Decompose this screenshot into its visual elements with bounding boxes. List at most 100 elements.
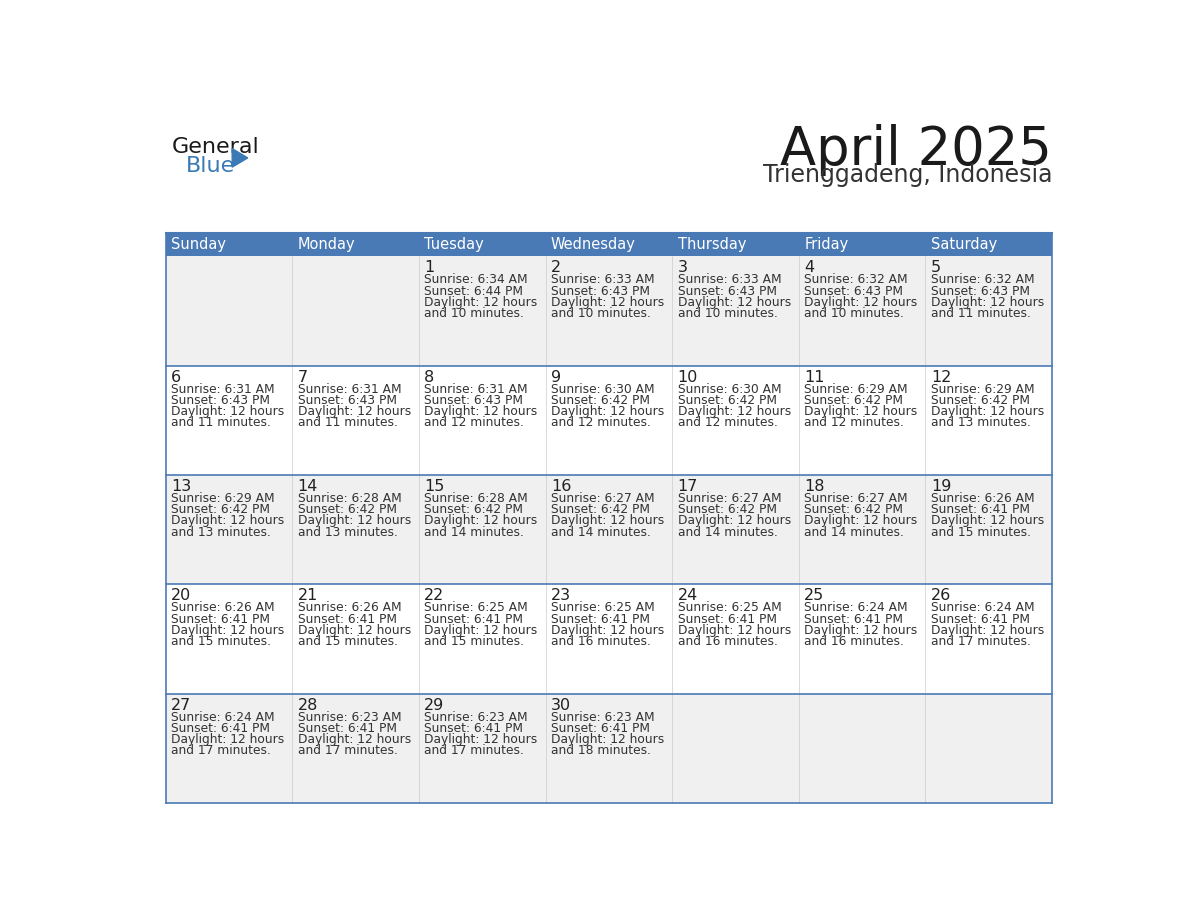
Text: Daylight: 12 hours: Daylight: 12 hours <box>677 514 791 528</box>
Text: Daylight: 12 hours: Daylight: 12 hours <box>171 514 284 528</box>
Text: and 15 minutes.: and 15 minutes. <box>298 635 398 648</box>
Text: and 18 minutes.: and 18 minutes. <box>551 744 651 757</box>
Text: Sunset: 6:44 PM: Sunset: 6:44 PM <box>424 285 523 297</box>
Text: Daylight: 12 hours: Daylight: 12 hours <box>804 623 917 637</box>
Text: Sunset: 6:41 PM: Sunset: 6:41 PM <box>804 612 903 625</box>
Text: 5: 5 <box>931 261 941 275</box>
Text: and 11 minutes.: and 11 minutes. <box>931 307 1031 319</box>
Text: Sunrise: 6:33 AM: Sunrise: 6:33 AM <box>677 274 782 286</box>
Text: Sunset: 6:43 PM: Sunset: 6:43 PM <box>677 285 777 297</box>
Text: and 13 minutes.: and 13 minutes. <box>171 526 271 539</box>
Text: Sunset: 6:43 PM: Sunset: 6:43 PM <box>931 285 1030 297</box>
Text: Sunrise: 6:23 AM: Sunrise: 6:23 AM <box>551 711 655 723</box>
Text: 7: 7 <box>298 370 308 385</box>
Text: Sunrise: 6:24 AM: Sunrise: 6:24 AM <box>171 711 274 723</box>
Text: 4: 4 <box>804 261 815 275</box>
Text: Daylight: 12 hours: Daylight: 12 hours <box>298 733 411 746</box>
Text: Blue: Blue <box>185 156 235 175</box>
Text: and 13 minutes.: and 13 minutes. <box>298 526 398 539</box>
Text: Sunrise: 6:28 AM: Sunrise: 6:28 AM <box>424 492 527 505</box>
Text: 2: 2 <box>551 261 561 275</box>
Text: 6: 6 <box>171 370 181 385</box>
Text: Daylight: 12 hours: Daylight: 12 hours <box>677 623 791 637</box>
Text: 14: 14 <box>298 479 318 494</box>
Bar <box>165 256 1053 365</box>
Text: 15: 15 <box>424 479 444 494</box>
Bar <box>165 365 1053 476</box>
Text: Sunset: 6:41 PM: Sunset: 6:41 PM <box>551 722 650 735</box>
Text: 24: 24 <box>677 588 697 603</box>
Bar <box>165 694 1053 803</box>
Text: Sunrise: 6:26 AM: Sunrise: 6:26 AM <box>298 601 402 614</box>
Text: and 14 minutes.: and 14 minutes. <box>677 526 777 539</box>
Text: and 12 minutes.: and 12 minutes. <box>424 416 524 430</box>
Text: Sunrise: 6:23 AM: Sunrise: 6:23 AM <box>298 711 402 723</box>
Text: and 14 minutes.: and 14 minutes. <box>424 526 524 539</box>
Text: Sunday: Sunday <box>171 238 226 252</box>
Text: Sunset: 6:41 PM: Sunset: 6:41 PM <box>931 612 1030 625</box>
Text: 9: 9 <box>551 370 561 385</box>
Text: Daylight: 12 hours: Daylight: 12 hours <box>931 623 1044 637</box>
Text: Sunset: 6:42 PM: Sunset: 6:42 PM <box>424 503 523 516</box>
Text: and 10 minutes.: and 10 minutes. <box>677 307 777 319</box>
Text: Sunset: 6:43 PM: Sunset: 6:43 PM <box>171 394 270 407</box>
Text: Sunrise: 6:30 AM: Sunrise: 6:30 AM <box>551 383 655 396</box>
Text: April 2025: April 2025 <box>781 124 1053 176</box>
Text: Sunrise: 6:25 AM: Sunrise: 6:25 AM <box>551 601 655 614</box>
Text: and 17 minutes.: and 17 minutes. <box>424 744 524 757</box>
Text: 12: 12 <box>931 370 952 385</box>
Text: Monday: Monday <box>298 238 355 252</box>
Text: 26: 26 <box>931 588 952 603</box>
Text: Sunrise: 6:31 AM: Sunrise: 6:31 AM <box>424 383 527 396</box>
Text: and 12 minutes.: and 12 minutes. <box>804 416 904 430</box>
Text: and 15 minutes.: and 15 minutes. <box>424 635 524 648</box>
Text: Sunset: 6:41 PM: Sunset: 6:41 PM <box>298 612 397 625</box>
Text: Sunrise: 6:25 AM: Sunrise: 6:25 AM <box>424 601 527 614</box>
Text: Sunset: 6:42 PM: Sunset: 6:42 PM <box>298 503 397 516</box>
Polygon shape <box>232 149 248 167</box>
Text: Sunrise: 6:29 AM: Sunrise: 6:29 AM <box>171 492 274 505</box>
Text: 1: 1 <box>424 261 435 275</box>
Text: Daylight: 12 hours: Daylight: 12 hours <box>298 405 411 418</box>
Text: and 15 minutes.: and 15 minutes. <box>171 635 271 648</box>
Text: and 14 minutes.: and 14 minutes. <box>804 526 904 539</box>
Text: and 16 minutes.: and 16 minutes. <box>551 635 651 648</box>
Text: Sunset: 6:43 PM: Sunset: 6:43 PM <box>298 394 397 407</box>
Text: Trienggadeng, Indonesia: Trienggadeng, Indonesia <box>763 162 1053 186</box>
Text: 22: 22 <box>424 588 444 603</box>
Text: Sunrise: 6:32 AM: Sunrise: 6:32 AM <box>931 274 1035 286</box>
Text: Daylight: 12 hours: Daylight: 12 hours <box>424 296 537 308</box>
Text: Daylight: 12 hours: Daylight: 12 hours <box>298 514 411 528</box>
Text: Sunset: 6:41 PM: Sunset: 6:41 PM <box>931 503 1030 516</box>
Text: Daylight: 12 hours: Daylight: 12 hours <box>931 514 1044 528</box>
Text: 30: 30 <box>551 698 571 712</box>
Text: Sunset: 6:42 PM: Sunset: 6:42 PM <box>171 503 270 516</box>
Text: 21: 21 <box>298 588 318 603</box>
Text: Sunset: 6:42 PM: Sunset: 6:42 PM <box>551 503 650 516</box>
Text: 29: 29 <box>424 698 444 712</box>
Text: Daylight: 12 hours: Daylight: 12 hours <box>424 405 537 418</box>
Text: and 12 minutes.: and 12 minutes. <box>551 416 651 430</box>
Text: and 16 minutes.: and 16 minutes. <box>804 635 904 648</box>
Text: Daylight: 12 hours: Daylight: 12 hours <box>171 623 284 637</box>
Text: Wednesday: Wednesday <box>551 238 636 252</box>
Text: Sunset: 6:41 PM: Sunset: 6:41 PM <box>298 722 397 735</box>
Text: Daylight: 12 hours: Daylight: 12 hours <box>551 296 664 308</box>
Text: and 10 minutes.: and 10 minutes. <box>424 307 524 319</box>
Text: Sunset: 6:42 PM: Sunset: 6:42 PM <box>804 503 903 516</box>
Text: Sunset: 6:41 PM: Sunset: 6:41 PM <box>551 612 650 625</box>
Bar <box>165 476 1053 585</box>
Text: Sunrise: 6:29 AM: Sunrise: 6:29 AM <box>931 383 1035 396</box>
Bar <box>165 233 1053 256</box>
Text: Daylight: 12 hours: Daylight: 12 hours <box>804 296 917 308</box>
Text: Daylight: 12 hours: Daylight: 12 hours <box>171 733 284 746</box>
Text: Sunrise: 6:27 AM: Sunrise: 6:27 AM <box>677 492 782 505</box>
Text: and 14 minutes.: and 14 minutes. <box>551 526 651 539</box>
Text: Sunrise: 6:23 AM: Sunrise: 6:23 AM <box>424 711 527 723</box>
Text: and 10 minutes.: and 10 minutes. <box>551 307 651 319</box>
Text: Daylight: 12 hours: Daylight: 12 hours <box>551 623 664 637</box>
Text: General: General <box>172 137 259 156</box>
Text: 10: 10 <box>677 370 699 385</box>
Text: Sunset: 6:42 PM: Sunset: 6:42 PM <box>677 503 777 516</box>
Text: and 17 minutes.: and 17 minutes. <box>298 744 398 757</box>
